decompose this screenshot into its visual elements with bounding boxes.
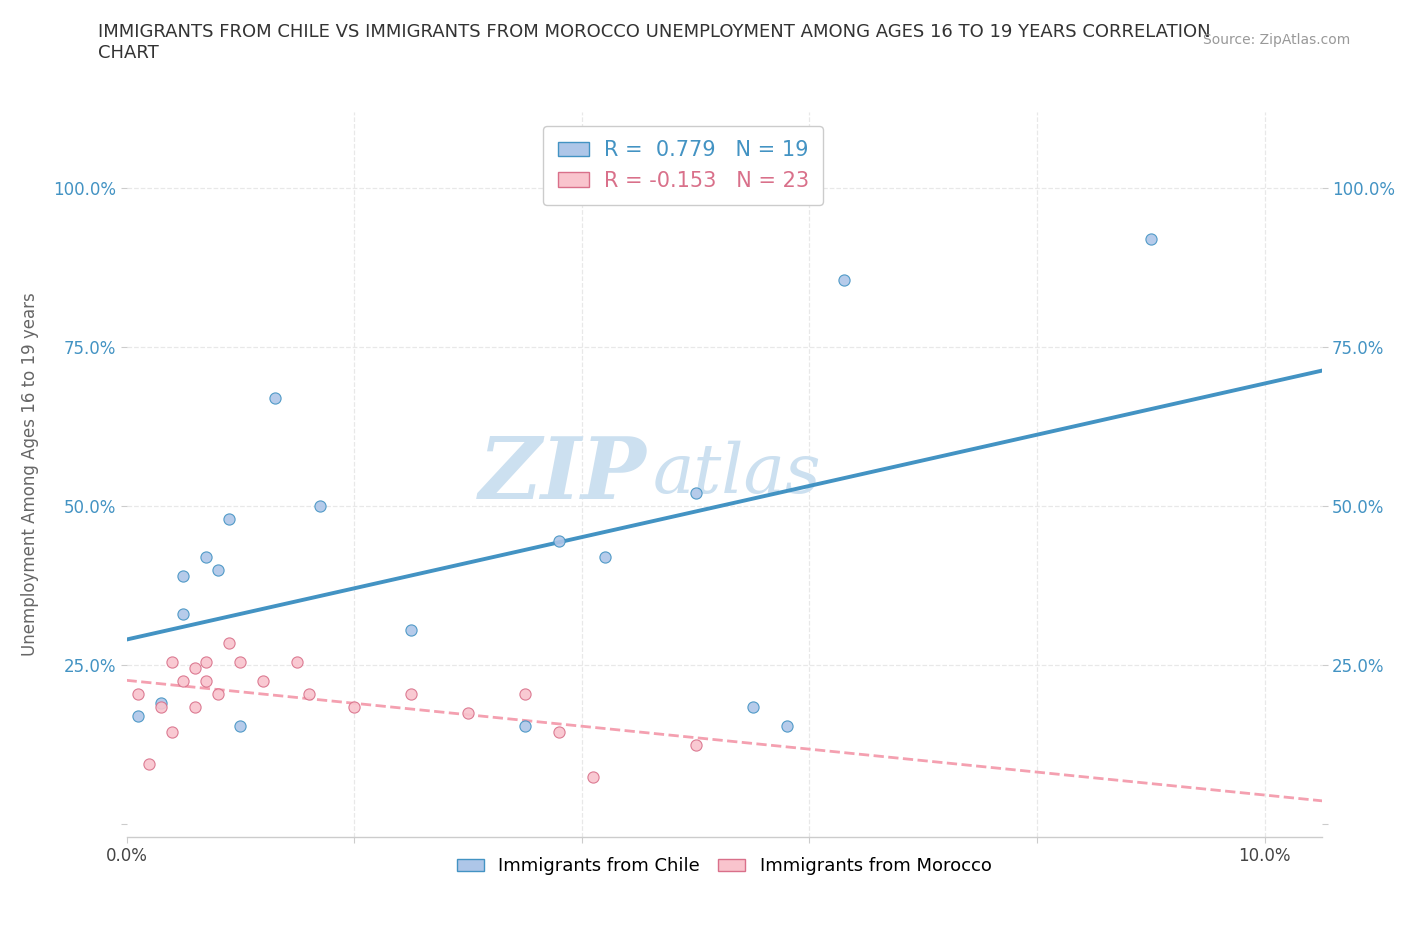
Point <box>160 655 183 670</box>
Point <box>207 563 229 578</box>
Point <box>184 661 207 676</box>
Text: ZIP: ZIP <box>478 432 647 516</box>
Point <box>184 699 207 714</box>
Point <box>195 550 218 565</box>
Point <box>513 686 536 701</box>
Point <box>457 706 479 721</box>
Point <box>229 718 252 733</box>
Point <box>172 673 194 688</box>
Point <box>127 686 149 701</box>
Point <box>229 655 252 670</box>
Text: IMMIGRANTS FROM CHILE VS IMMIGRANTS FROM MOROCCO UNEMPLOYMENT AMONG AGES 16 TO 1: IMMIGRANTS FROM CHILE VS IMMIGRANTS FROM… <box>98 23 1211 62</box>
Point <box>172 607 194 622</box>
Point <box>218 635 240 650</box>
Point <box>252 673 274 688</box>
Point <box>195 673 218 688</box>
Point <box>138 756 160 771</box>
Text: atlas: atlas <box>652 441 821 508</box>
Point <box>685 486 707 501</box>
Point <box>776 718 799 733</box>
Point <box>399 623 422 638</box>
Point <box>1140 232 1163 246</box>
Point <box>343 699 366 714</box>
Point <box>582 769 605 784</box>
Point <box>263 391 285 405</box>
Y-axis label: Unemployment Among Ages 16 to 19 years: Unemployment Among Ages 16 to 19 years <box>21 292 39 657</box>
Point <box>309 498 332 513</box>
Legend: Immigrants from Chile, Immigrants from Morocco: Immigrants from Chile, Immigrants from M… <box>450 850 998 883</box>
Point <box>513 718 536 733</box>
Point <box>172 568 194 583</box>
Point <box>593 550 616 565</box>
Point <box>195 655 218 670</box>
Point <box>207 686 229 701</box>
Point <box>160 724 183 739</box>
Point <box>218 512 240 526</box>
Text: Source: ZipAtlas.com: Source: ZipAtlas.com <box>1202 33 1350 46</box>
Point <box>685 737 707 752</box>
Point <box>399 686 422 701</box>
Point <box>832 272 855 287</box>
Point <box>149 696 172 711</box>
Point <box>548 534 571 549</box>
Point <box>149 699 172 714</box>
Point <box>741 699 763 714</box>
Point <box>298 686 321 701</box>
Point <box>127 709 149 724</box>
Point <box>285 655 308 670</box>
Point <box>548 724 571 739</box>
